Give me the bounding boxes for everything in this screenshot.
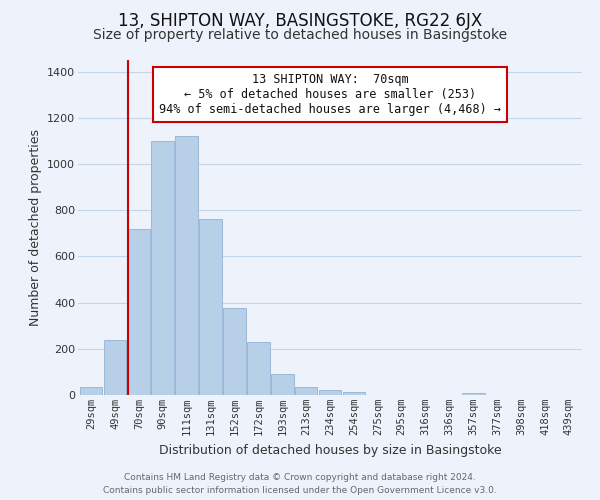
X-axis label: Distribution of detached houses by size in Basingstoke: Distribution of detached houses by size …: [158, 444, 502, 456]
Bar: [175, 136, 198, 395]
Bar: [343, 392, 365, 395]
Bar: [199, 220, 222, 395]
Bar: [271, 374, 293, 395]
Bar: [295, 388, 317, 395]
Bar: [319, 390, 341, 395]
Bar: [223, 308, 246, 395]
Bar: [104, 340, 127, 395]
Bar: [151, 141, 174, 395]
Text: Size of property relative to detached houses in Basingstoke: Size of property relative to detached ho…: [93, 28, 507, 42]
Bar: [128, 228, 150, 395]
Text: Contains HM Land Registry data © Crown copyright and database right 2024.
Contai: Contains HM Land Registry data © Crown c…: [103, 474, 497, 495]
Y-axis label: Number of detached properties: Number of detached properties: [29, 129, 41, 326]
Bar: [80, 387, 103, 395]
Bar: [462, 394, 485, 395]
Text: 13, SHIPTON WAY, BASINGSTOKE, RG22 6JX: 13, SHIPTON WAY, BASINGSTOKE, RG22 6JX: [118, 12, 482, 30]
Bar: [247, 342, 269, 395]
Text: 13 SHIPTON WAY:  70sqm
← 5% of detached houses are smaller (253)
94% of semi-det: 13 SHIPTON WAY: 70sqm ← 5% of detached h…: [159, 74, 501, 116]
